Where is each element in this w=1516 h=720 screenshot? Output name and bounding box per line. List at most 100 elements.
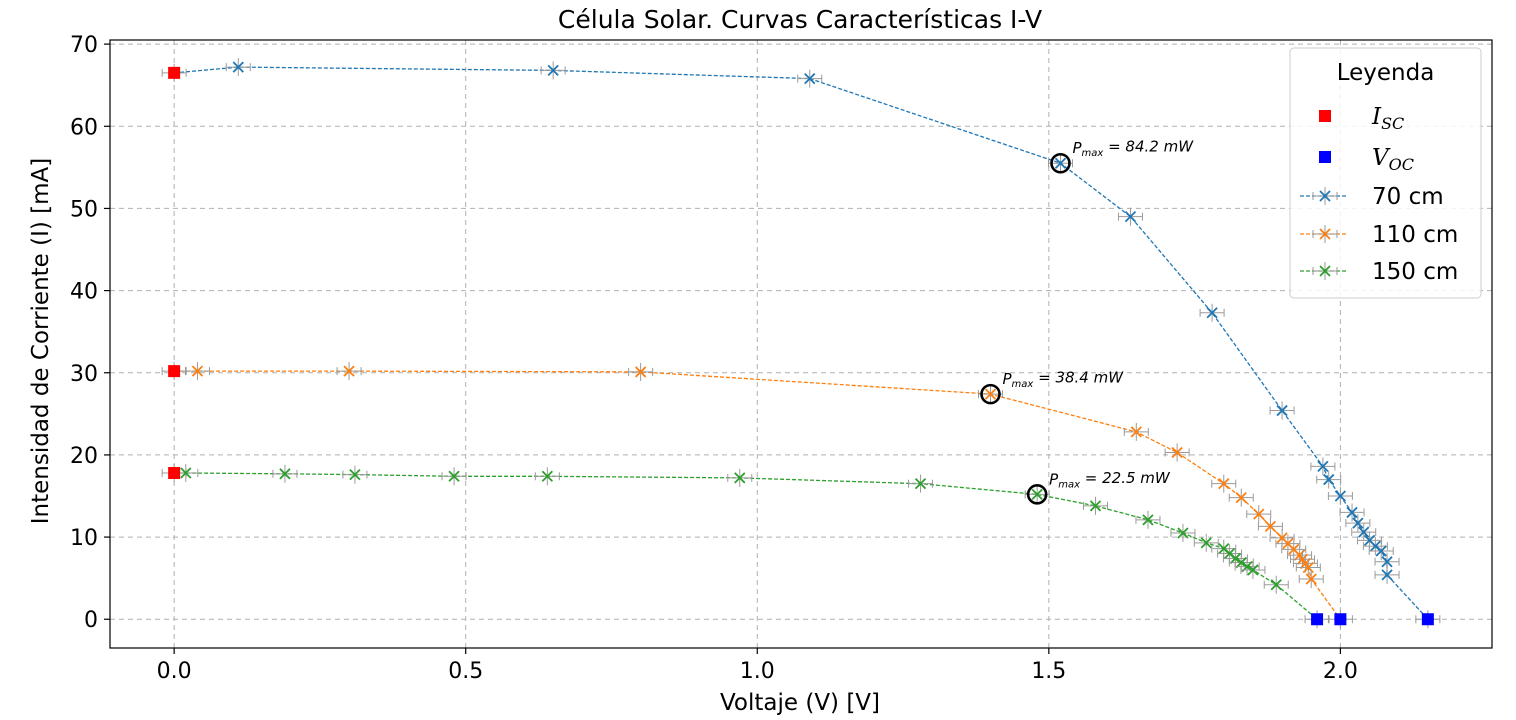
data-point-70-cm [1339,503,1365,522]
data-point-110-cm-x [1235,492,1247,504]
legend-box [1289,47,1482,299]
data-point-150-cm [727,468,753,487]
data-point-70-cm-x [1381,569,1393,581]
data-point-70-cm [1374,565,1400,584]
data-point-150-cm-x [541,470,553,482]
data-point-110-cm-x [1288,543,1300,556]
pmax-circle [1026,484,1048,505]
data-point-70-cm [1368,542,1394,561]
data-point-150-cm [1263,575,1289,594]
data-point-150-cm [441,467,467,486]
x-tick-label: 0.5 [448,659,483,684]
data-point-70-cm [1269,401,1295,420]
pmax-circle [1050,152,1071,174]
data-point-150-cm [1222,549,1248,568]
legend-label: VOC [1372,145,1414,174]
data-point-110-cm [1269,528,1295,547]
data-point-150-cm-x [1235,556,1247,569]
pmax-label: Pmax = 22.5 mW [1049,469,1171,491]
data-point-70-cm-x [1346,506,1358,519]
data-point-110-cm-x [1171,446,1183,459]
data-point-110-cm [1211,474,1237,493]
pmax-label-sub: max [1058,479,1080,490]
series-line-150-cm [174,472,1318,620]
data-point-110-cm [1246,505,1272,524]
data-point-110-cm [628,362,654,381]
data-point-150-cm [1135,510,1161,529]
data-point-150-cm [1170,523,1196,542]
data-point-110-cm [1228,488,1254,507]
data-point-150-cm-x [1229,552,1242,565]
data-point-110-cm [1123,422,1149,441]
data-point-150-cm-x [279,468,291,480]
y-tick-label: 60 [70,115,98,140]
data-point-150-cm-x [1200,537,1212,549]
data-point-110-cm [336,362,362,381]
legend-marker-x [1319,228,1331,240]
data-point-150-cm [1082,496,1108,515]
grid-layer [110,40,1492,648]
legend-label: ISC [1371,104,1404,133]
legend-marker-x [1319,190,1331,202]
y-tick-label: 20 [70,444,98,469]
x-tick-label: 2.0 [1323,659,1358,684]
legend-label: 110 cm [1372,222,1458,248]
legend-marker-square [1319,110,1331,122]
data-point-150-cm-x [1089,500,1102,512]
pmax-label: Pmax = 38.4 mW [1003,369,1125,391]
data-point-110-cm-x [343,365,355,377]
data-point-70-cm [1310,457,1336,476]
pmax-label-sub: max [1082,148,1104,159]
legend-label-sub: OC [1389,155,1414,174]
data-point-70-cm [797,69,823,88]
y-tick-label: 50 [70,197,98,222]
data-point-150-cm [534,467,560,486]
y-tick-label: 40 [70,280,98,305]
x-tick-label: 1.0 [740,659,775,684]
data-point-70-cm-x [1352,517,1364,529]
isc-marker [168,365,181,378]
data-point-150-cm [908,474,934,493]
data-point-110-cm-x [191,365,204,377]
voc-marker [1311,613,1324,626]
pmax-label-base: P [1072,139,1082,157]
legend-label-base: I [1371,104,1382,130]
data-point-110-cm [184,362,210,381]
legend-marker [1312,262,1338,280]
legend-marker-x [1319,265,1331,277]
data-point-150-cm [342,465,368,484]
data-point-150-cm [1240,560,1266,579]
data-point-110-cm [1298,569,1324,588]
data-point-150-cm-x [734,472,746,484]
y-tick-label: 0 [84,608,98,633]
data-point-70-cm [225,58,251,77]
y-tick-label: 70 [70,33,98,58]
voc-marker [1334,613,1347,626]
data-point-70-cm-x [1276,404,1288,417]
legend-marker-square [1319,151,1331,163]
chart-title: Célula Solar. Curvas Características I-V [558,5,1042,34]
data-point-150-cm-x [448,470,460,482]
data-point-150-cm [1193,533,1219,552]
data-point-150-cm-x [1223,547,1236,560]
data-point-150-cm-x [914,478,927,490]
data-point-150-cm-x [1142,514,1154,526]
data-point-70-cm-x [1317,460,1329,473]
data-point-70-cm [1351,523,1377,542]
legend-title: Leyenda [1337,60,1435,86]
data-point-70-cm-x [1369,540,1382,552]
data-point-150-cm-x [1270,579,1282,591]
data-point-150-cm-x [180,467,192,479]
data-point-70-cm [1345,514,1371,533]
legend-label-sub: SC [1381,114,1404,133]
data-point-110-cm-x [1218,478,1230,490]
data-point-150-cm [272,464,298,483]
pmax-label-base: P [1003,370,1013,388]
legend-marker [1312,187,1338,205]
tick-layer: 0.0 0.5 1.0 1.5 2.0 0 10 20 30 40 50 60 70 [70,33,1358,684]
data-point-70-cm-x [804,72,816,85]
x-axis-label: Voltaje (V) [V] [720,690,880,716]
